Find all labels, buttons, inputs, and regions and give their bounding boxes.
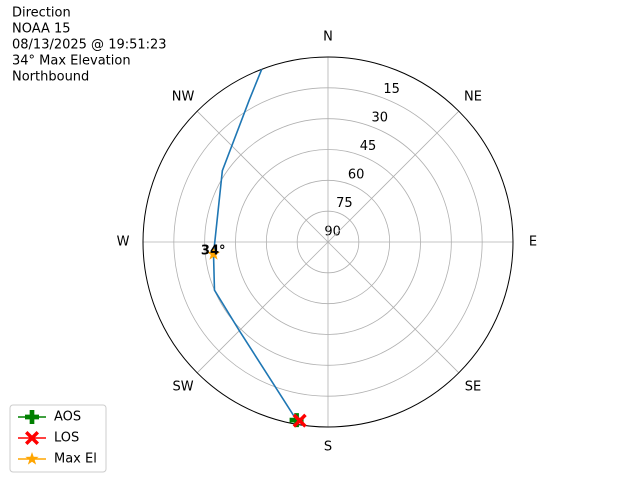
r-tick-label: 75 <box>336 196 353 211</box>
theta-tick-label: E <box>529 235 537 250</box>
title-line: Northbound <box>12 70 89 85</box>
title-line: 08/13/2025 @ 19:51:23 <box>12 38 167 53</box>
r-tick-label: 30 <box>372 110 389 125</box>
marker-star <box>206 247 221 260</box>
theta-tick-label: N <box>323 30 333 45</box>
legend-label: AOS <box>54 410 81 425</box>
r-tick-label: 45 <box>360 139 377 154</box>
legend-label: Max El <box>54 452 97 467</box>
marker-x <box>292 413 307 428</box>
theta-tick-label: S <box>324 440 332 455</box>
marker-plus <box>289 413 304 428</box>
legend-marker <box>25 410 39 424</box>
title-line: NOAA 15 <box>12 22 71 37</box>
r-tick-label: 15 <box>383 82 400 97</box>
legend-marker <box>25 452 39 465</box>
grid-spoke <box>327 110 460 243</box>
legend-marker <box>25 431 39 445</box>
theta-tick-label: NW <box>172 90 195 105</box>
track-line <box>212 68 298 421</box>
grid-spoke <box>196 110 329 243</box>
theta-tick-label: SW <box>172 379 193 394</box>
theta-tick-label: SE <box>465 379 481 394</box>
r-tick-label: 60 <box>348 167 365 182</box>
polar-frame <box>142 56 514 428</box>
title-line: Direction <box>12 6 71 21</box>
legend-label: LOS <box>54 431 79 446</box>
r-tick-label: 90 <box>324 224 341 239</box>
grid-spoke <box>196 241 329 374</box>
theta-tick-label: W <box>117 235 130 250</box>
theta-tick-label: NE <box>464 90 482 105</box>
title-line: 34° Max Elevation <box>12 54 131 69</box>
grid-spoke <box>327 241 460 374</box>
max-el-label: 34° <box>201 244 226 259</box>
